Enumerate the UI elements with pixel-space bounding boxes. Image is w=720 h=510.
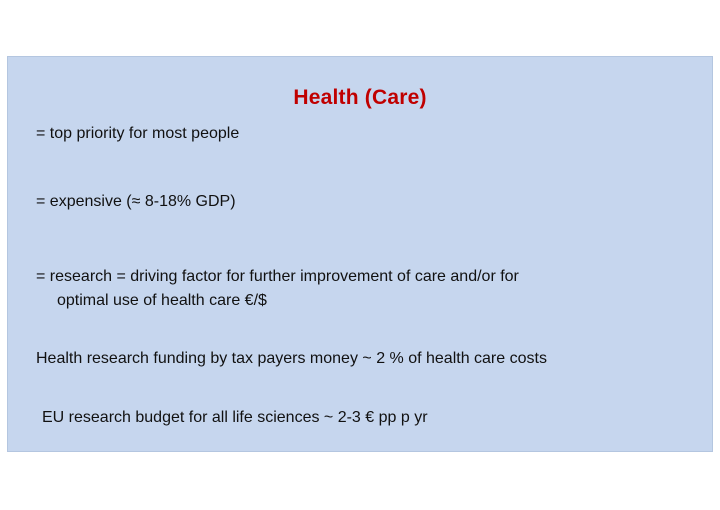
bullet-research-continuation: optimal use of health care €/$	[57, 292, 267, 309]
content-panel	[7, 56, 713, 452]
statement-health-research-funding: Health research funding by tax payers mo…	[36, 350, 547, 367]
statement-eu-research-budget: EU research budget for all life sciences…	[42, 409, 428, 426]
bullet-top-priority: = top priority for most people	[36, 125, 240, 142]
bullet-expensive: = expensive (≈ 8-18% GDP)	[36, 193, 236, 210]
bullet-research-driving-factor: = research = driving factor for further …	[36, 268, 519, 285]
slide-title: Health (Care)	[293, 86, 427, 109]
